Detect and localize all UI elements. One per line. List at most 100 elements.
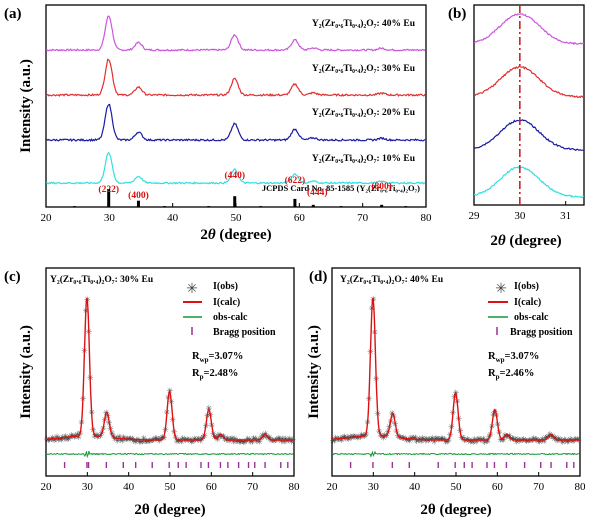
obs-point: ✳ [329,436,336,445]
x-tick-label: 40 [167,212,179,224]
obs-point: ✳ [564,438,571,447]
obs-point: ✳ [138,438,145,447]
obs-point: ✳ [419,434,426,443]
obs-point: ✳ [156,436,163,445]
panel-d-title: Y₂(Zr₀.₆Ti₀.₄)₂O₇: 40% Eu [340,274,444,285]
obs-point: ✳ [252,434,259,443]
obs-point: ✳ [74,430,81,439]
panel-a-xlabel: 2θ (degree) [200,227,271,243]
x-tick-label: 50 [231,212,243,224]
obs-point: ✳ [350,432,357,441]
curve-label-20: Y₂(Zr₀.₆Ti₀.₄)₂O₇: 20% Eu [312,107,416,118]
obs-point: ✳ [242,437,249,446]
panel-d-legend: ✳ I(obs) I(calc) obs-calc Bragg position… [488,281,573,381]
panel-a-reference-sticks [73,189,408,207]
obs-point: ✳ [226,436,233,445]
obs-point: ✳ [249,437,256,446]
obs-point: ✳ [380,433,387,442]
obs-point: ✳ [438,434,445,443]
legend-calc-label: I(calc) [514,297,541,308]
hkl-label: (440) [224,170,245,181]
obs-point: ✳ [406,437,413,446]
obs-point: ✳ [468,436,475,445]
panel-a-hkl-labels: (222) (400) (440) (622)(444) (800) [98,170,392,201]
obs-point: ✳ [201,431,208,440]
calc-line [332,297,580,441]
x-tick-label: 40 [409,481,421,493]
obs-point: ✳ [133,436,140,445]
obs-point: ✳ [175,437,182,446]
panel-b-curves [473,13,585,199]
obs-point: ✳ [65,434,72,443]
hkl-label: (400) [128,190,149,201]
obs-point: ✳ [413,437,420,446]
curve-40pct-eu [45,15,426,52]
obs-point: ✳ [140,434,147,443]
hkl-label: (622) [285,175,306,186]
x-tick-label: 50 [451,481,463,493]
x-tick-label: 30 [514,210,526,222]
rp-text: Rp=2.48% [192,368,238,381]
x-tick-label: 80 [421,212,433,224]
legend-diff-label: obs-calc [514,312,549,323]
x-tick-label: 70 [533,481,545,493]
obs-point: ✳ [276,434,283,443]
obs-point: ✳ [240,438,247,447]
legend-obs-label: I(obs) [514,281,539,292]
obs-point: ✳ [548,432,555,441]
obs-point: ✳ [354,434,361,443]
x-tick-label: 20 [327,481,339,493]
legend-obs-label: I(obs) [213,281,238,292]
obs-point: ✳ [415,436,422,445]
panel-b-label: (b) [448,6,466,22]
obs-point: ✳ [119,436,126,445]
diff-line [332,450,580,458]
curve-label-40: Y₂(Zr₀.₆Ti₀.₄)₂O₇: 40% Eu [312,18,416,29]
panel-a-curve-labels: Y₂(Zr₀.₆Ti₀.₄)₂O₇: 40% Eu Y₂(Zr₀.₆Ti₀.₄)… [312,18,416,164]
obs-point: ✳ [542,434,549,443]
rwp-text: Rwp=3.07% [488,351,539,364]
obs-point: ✳ [551,434,558,443]
panel-c-xlabel: 2θ (degree) [134,502,205,518]
curve-20pct-eu [45,103,426,142]
panel-d: (d) Y₂(Zr₀.₆Ti₀.₄)₂O₇: 40% Eu Intensity … [306,267,587,518]
obs-point: ✳ [470,438,477,447]
obs-point: ✳ [52,435,59,444]
obs-point: ✳ [516,437,523,446]
obs-point: ✳ [559,438,566,447]
obs-point: ✳ [332,433,339,442]
obs-point: ✳ [464,435,471,444]
obs-point: ✳ [408,433,415,442]
obs-point: ✳ [480,435,487,444]
obs-point: ✳ [500,435,507,444]
obs-point: ✳ [281,438,288,447]
x-tick-label: 29 [469,210,481,222]
obs-point: ✳ [188,437,195,446]
panel-a: (a) Intensity (a.u.) 2θ (degree) 20 30 40 5… [4,4,433,243]
x-tick-label: 60 [206,481,218,493]
obs-point: ✳ [143,437,150,446]
hkl-label: (222) [98,184,119,195]
obs-point: ✳ [513,438,520,447]
obs-point: ✳ [223,436,230,445]
obs-point: ✳ [62,432,69,441]
rp-text: Rp=2.46% [488,368,534,381]
x-tick-label: 80 [575,481,587,493]
calc-line [46,297,294,441]
obs-point: ✳ [179,434,186,443]
obs-point: ✳ [424,434,431,443]
obs-point: ✳ [253,437,260,446]
obs-point: ✳ [331,436,338,445]
obs-point: ✳ [345,435,352,444]
zoom-curve-20pct-eu [474,119,585,152]
obs-point: ✳ [445,436,452,445]
obs-point: ✳ [139,437,146,446]
obs-point: ✳ [483,437,490,446]
obs-point: ✳ [195,435,202,444]
obs-point: ✳ [288,437,295,446]
x-tick-label: 30 [82,481,94,493]
legend-obs-marker: ✳ [495,282,507,297]
obs-point: ✳ [58,435,65,444]
obs-point: ✳ [358,430,365,439]
obs-point: ✳ [197,436,204,445]
